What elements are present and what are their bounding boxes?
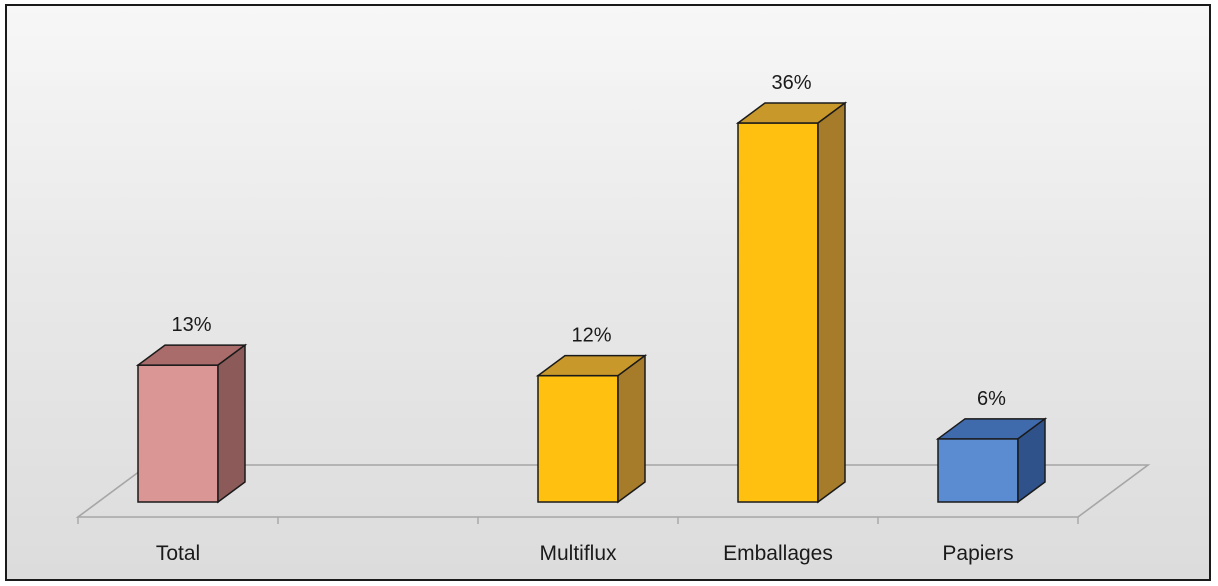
bar-side [617,354,646,504]
x-tick-label: Total [156,542,200,565]
bar-front [937,438,1019,503]
bar-front [737,122,819,503]
data-label: 13% [171,314,211,336]
bar-front [137,364,219,503]
data-label: 36% [771,72,811,94]
bar-front [537,374,619,503]
x-tick-label: Multiflux [539,542,617,565]
chart-floor [75,464,1151,518]
bar-side [817,101,846,504]
x-tick-label: Papiers [942,542,1013,565]
bar-side [217,343,246,504]
x-tick-label: Emballages [723,542,833,565]
data-label: 12% [571,325,611,347]
data-label: 6% [977,388,1006,410]
bar-side [1017,417,1046,504]
